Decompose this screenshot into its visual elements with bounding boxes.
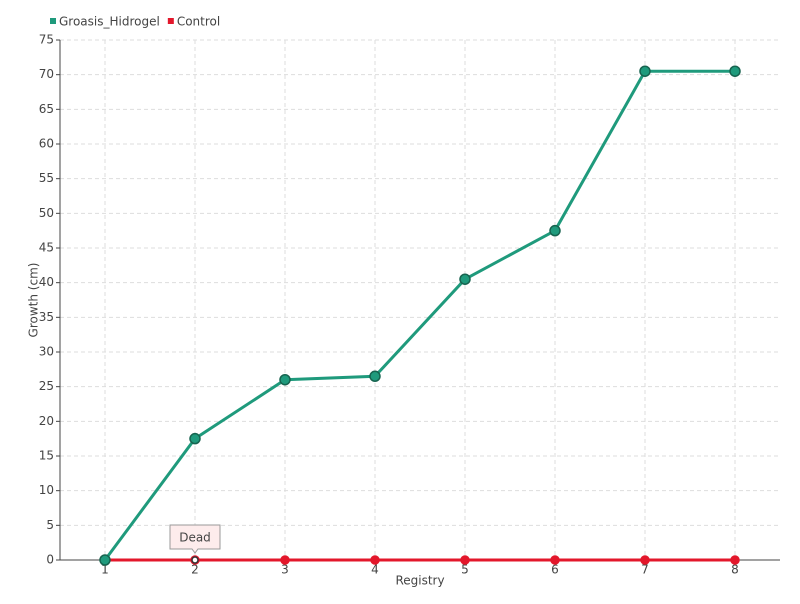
data-point	[189, 432, 201, 445]
legend-item: Groasis_Hidrogel	[50, 15, 160, 29]
y-tick-label: 60	[39, 137, 54, 151]
y-tick-label: 75	[39, 33, 54, 47]
x-axis-label: Registry	[395, 574, 444, 588]
y-tick-label: 55	[39, 171, 54, 185]
y-tick-label: 35	[39, 310, 54, 324]
x-tick-label: 7	[641, 563, 649, 577]
series-line	[103, 69, 735, 561]
y-axis-label: Growth (cm)	[27, 263, 41, 338]
data-point	[369, 370, 381, 383]
data-point	[370, 555, 380, 565]
annotation-marker	[191, 556, 199, 564]
data-point	[640, 555, 650, 565]
x-tick-label: 2	[191, 563, 199, 577]
y-tick-label: 50	[39, 206, 54, 220]
legend-label: Control	[177, 15, 220, 29]
data-point	[99, 554, 111, 566]
x-tick-label: 3	[281, 563, 289, 577]
legend-swatch	[167, 18, 174, 24]
data-point	[550, 555, 560, 565]
annotation-text: Dead	[179, 531, 211, 545]
y-tick-label: 40	[39, 275, 54, 289]
y-tick-label: 25	[39, 379, 54, 393]
y-tick-label: 0	[46, 553, 54, 567]
y-tick-label: 15	[39, 449, 54, 463]
data-point	[280, 555, 290, 565]
data-point	[639, 65, 651, 77]
x-tick-label: 4	[371, 563, 379, 577]
x-tick-label: 5	[461, 563, 469, 577]
y-tick-label: 10	[39, 483, 54, 497]
x-tick-label: 1	[101, 563, 109, 577]
y-tick-label: 65	[39, 102, 54, 116]
annotation: Dead	[169, 524, 221, 564]
legend-label: Groasis_Hidrogel	[59, 15, 160, 29]
x-tick-label: 8	[731, 563, 739, 577]
legend-item: Control	[167, 15, 220, 29]
x-tick-label: 6	[551, 563, 559, 577]
y-tick-label: 20	[39, 414, 54, 428]
data-point	[460, 555, 470, 565]
annotation-box	[169, 524, 221, 554]
legend-swatch	[50, 18, 56, 24]
y-tick-label: 5	[46, 518, 54, 532]
data-point	[729, 65, 741, 77]
data-point	[549, 224, 561, 237]
y-tick-label: 70	[39, 67, 54, 81]
data-point	[459, 273, 471, 285]
data-point	[730, 555, 740, 565]
y-tick-label: 45	[39, 241, 54, 255]
y-tick-label: 30	[39, 345, 54, 359]
data-point	[279, 373, 291, 386]
